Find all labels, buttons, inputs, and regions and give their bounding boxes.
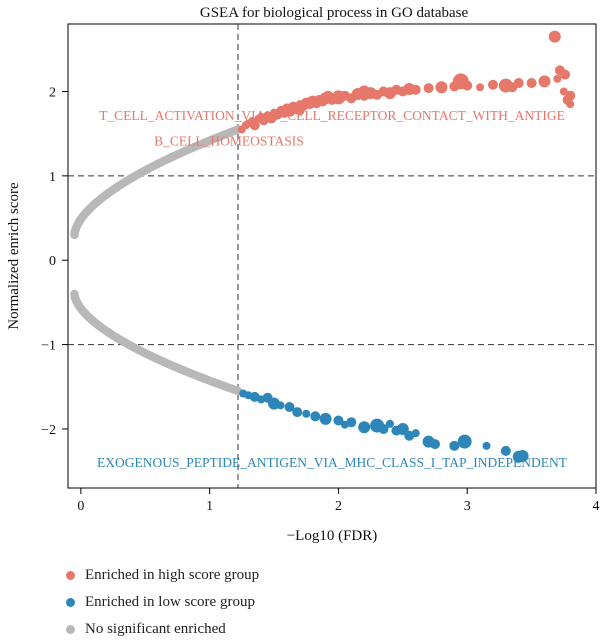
y-tick-label: −2 — [41, 423, 56, 438]
point-high — [476, 83, 485, 92]
point-low — [482, 441, 491, 450]
point-low — [500, 445, 511, 456]
x-tick-label: 4 — [593, 499, 600, 514]
point-high — [507, 82, 518, 93]
point-high — [249, 120, 260, 131]
legend-item-high: Enriched in high score group — [62, 562, 259, 589]
point-low — [292, 407, 303, 418]
plot-frame — [67, 23, 597, 489]
legend: Enriched in high score group Enriched in… — [62, 562, 259, 643]
point-low — [319, 412, 332, 425]
point-high — [423, 83, 434, 94]
point-low — [276, 401, 285, 410]
point-high — [487, 79, 498, 90]
point-low — [378, 423, 389, 434]
point-high — [553, 74, 562, 83]
point-high — [452, 73, 469, 90]
x-tick-label: 1 — [206, 499, 213, 514]
legend-label-high: Enriched in high score group — [85, 567, 260, 583]
legend-item-low: Enriched in low score group — [62, 589, 259, 616]
point-low — [310, 411, 321, 422]
point-low — [430, 439, 441, 450]
annotation-label: T_CELL_ACTIVATION_VIA_T_CELL_RECEPTOR_CO… — [99, 108, 565, 123]
axis-ticks: 0 1 2 3 4 −2 −1 0 1 2 — [41, 85, 599, 514]
point-high — [294, 105, 305, 116]
scatter-chart: GSEA for biological process in GO databa… — [6, 5, 600, 544]
point-high — [323, 90, 334, 101]
legend-marker-low — [66, 598, 75, 607]
y-tick-label: −1 — [41, 339, 56, 354]
x-tick-label: 2 — [335, 499, 342, 514]
point-high — [526, 78, 537, 89]
point-high — [560, 69, 571, 80]
legend-label-low: Enriched in low score group — [85, 594, 255, 610]
annotation-label: B_CELL_HOMEOSTASIS — [154, 133, 304, 148]
threshold-lines — [68, 24, 596, 488]
point-low — [457, 434, 472, 449]
legend-item-ns: No significant enriched — [62, 616, 259, 643]
point-high — [435, 81, 448, 94]
point-high — [410, 84, 421, 95]
point-high — [538, 75, 551, 88]
point-low — [516, 449, 529, 462]
point-low — [302, 409, 311, 418]
x-axis-label: −Log10 (FDR) — [287, 528, 378, 544]
legend-label-ns: No significant enriched — [85, 621, 226, 637]
annotation-label: EXOGENOUS_PEPTIDE_ANTIGEN_VIA_MHC_CLASS_… — [97, 455, 568, 470]
point-low — [284, 402, 295, 413]
point-low — [449, 440, 460, 451]
point-high — [566, 100, 575, 109]
point-low — [333, 415, 344, 426]
x-tick-label: 0 — [77, 499, 84, 514]
chart-title: GSEA for biological process in GO databa… — [200, 5, 469, 21]
y-tick-label: 1 — [49, 170, 56, 185]
point-low — [385, 419, 394, 428]
x-tick-label: 3 — [464, 499, 471, 514]
legend-marker-ns — [66, 625, 75, 634]
legend-marker-high — [66, 571, 75, 580]
annotations: T_CELL_ACTIVATION_VIA_T_CELL_RECEPTOR_CO… — [97, 108, 568, 470]
point-high — [358, 85, 371, 98]
point-low — [396, 422, 409, 435]
point-low — [358, 421, 371, 434]
y-tick-label: 0 — [49, 254, 56, 269]
point-low — [346, 417, 357, 428]
point-low — [411, 429, 420, 438]
data-points — [70, 30, 576, 463]
y-axis-label: Normalized enrich score — [6, 182, 22, 330]
point-high — [548, 30, 561, 43]
y-tick-label: 2 — [49, 85, 56, 100]
point-high — [565, 90, 576, 101]
